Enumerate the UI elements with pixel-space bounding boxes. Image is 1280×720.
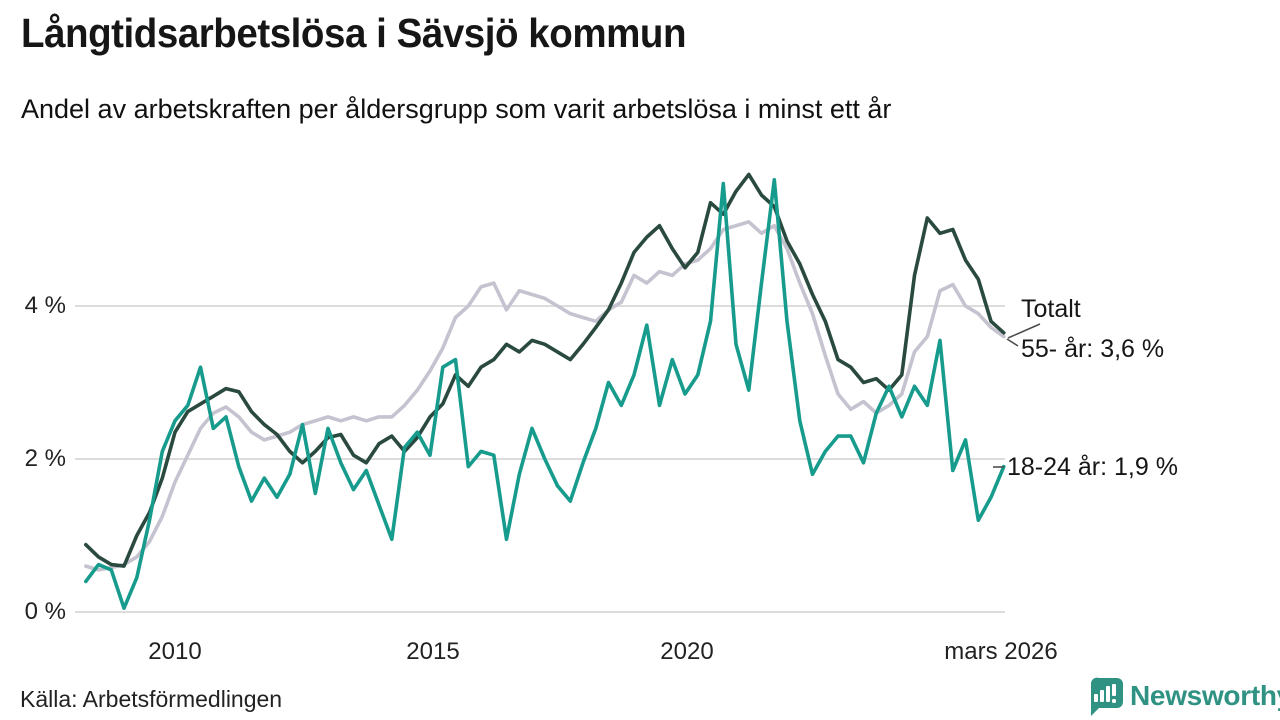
- series-label-totalt: Totalt: [1021, 295, 1081, 323]
- series-line-totalt: [84, 172, 1006, 568]
- brand-name: Newsworthy: [1130, 680, 1280, 711]
- x-axis-tick-mars-2026: mars 2026: [944, 638, 1058, 665]
- brand-logo: Newsworthy: [1085, 676, 1280, 716]
- y-axis-tick-2: 2 %: [24, 445, 66, 472]
- series-label-18-24-ar: 18-24 år: 1,9 %: [1007, 453, 1178, 481]
- chart-subtitle: Andel av arbetskraften per åldersgrupp s…: [21, 94, 892, 124]
- newsworthy-icon: [1090, 677, 1123, 716]
- y-axis-tick-4: 4 %: [24, 292, 66, 319]
- x-axis-tick-2020: 2020: [660, 638, 714, 665]
- x-axis-tick-2015: 2015: [406, 638, 460, 665]
- series-label-55-ar: 55- år: 3,6 %: [1021, 335, 1165, 363]
- series-line-18-24-r: [84, 178, 1006, 611]
- source-note: Källa: Arbetsförmedlingen: [20, 686, 283, 712]
- x-axis-tick-2010: 2010: [148, 638, 202, 665]
- series-line-55-r: [84, 220, 1006, 572]
- y-axis-tick-0: 0 %: [24, 598, 66, 625]
- page-title: Långtidsarbetslösa i Sävsjö kommun: [21, 10, 687, 56]
